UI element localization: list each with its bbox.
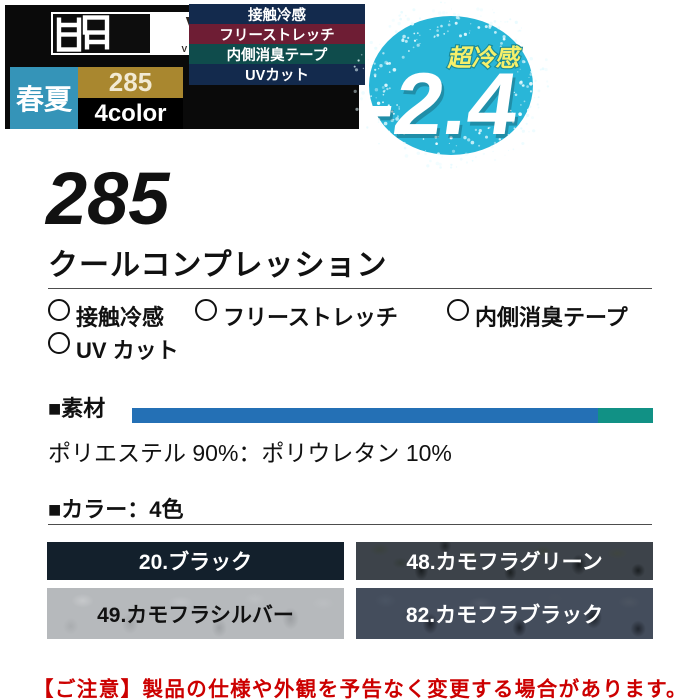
svg-text:超冷感: 超冷感 xyxy=(446,44,523,72)
